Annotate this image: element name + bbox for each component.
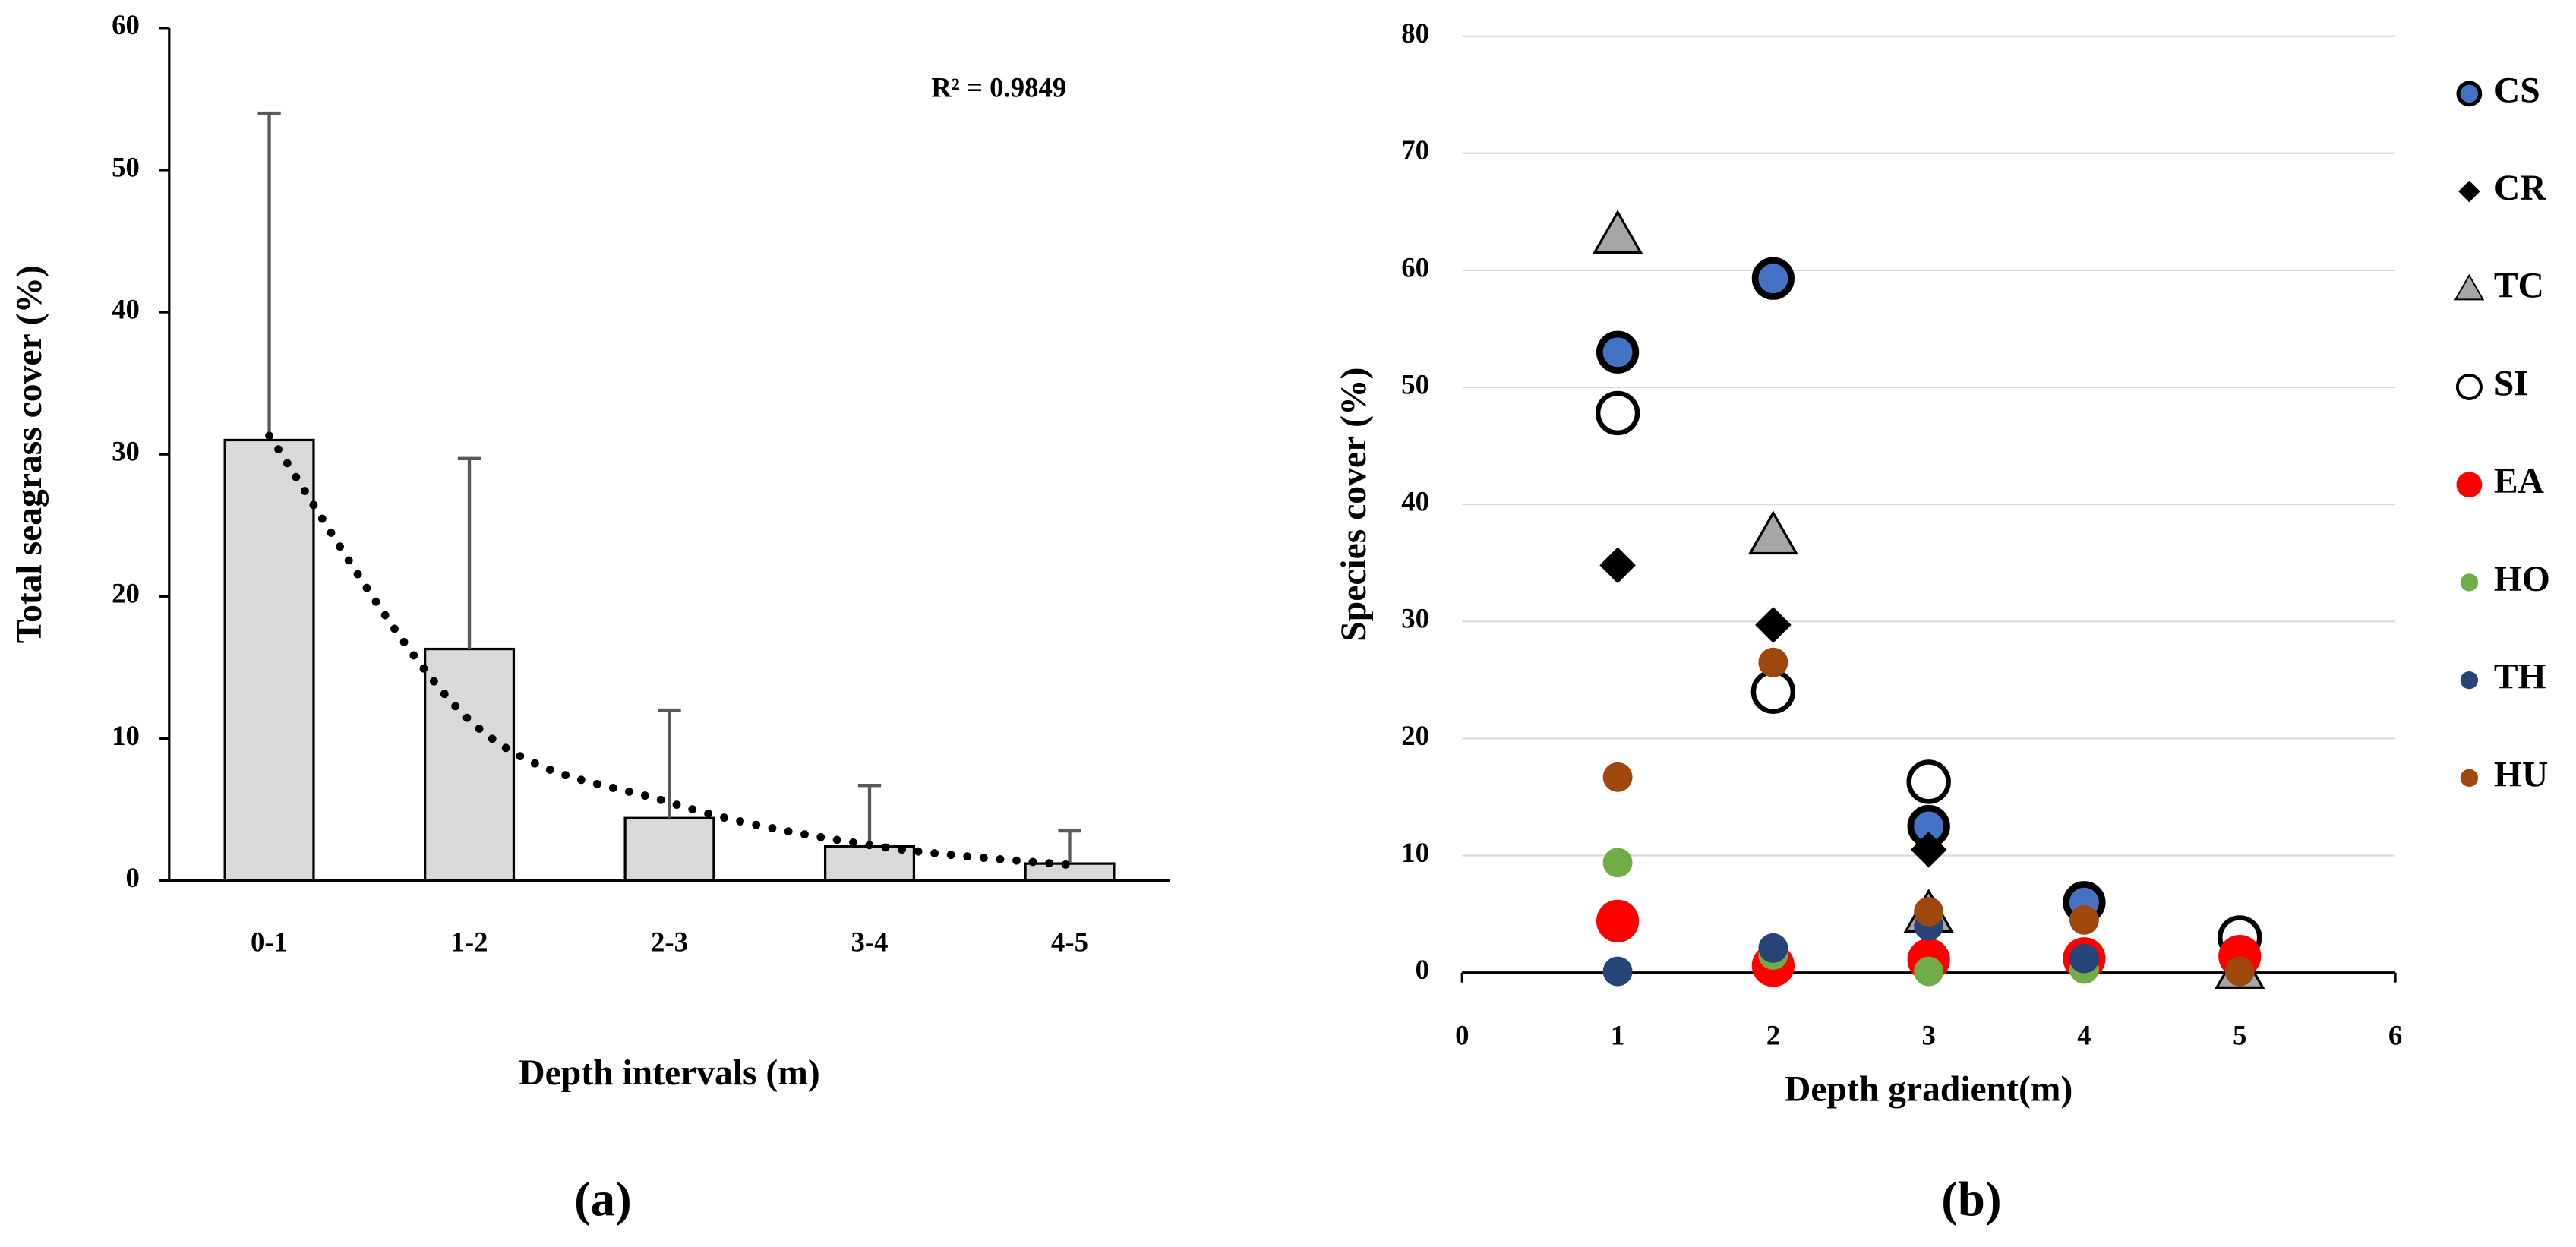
point xyxy=(1914,897,1944,927)
point xyxy=(1593,210,1643,254)
y-axis-title: Total seagrass cover (%) xyxy=(10,265,49,643)
legend-label: HU xyxy=(2494,755,2548,794)
x-tick-label: 3-4 xyxy=(851,926,889,957)
bar xyxy=(623,816,715,882)
y-tick-label: 10 xyxy=(112,720,140,751)
y-tick-label: 80 xyxy=(1401,17,1429,49)
r-squared: R² = 0.9849 xyxy=(931,71,1066,103)
error-bar xyxy=(658,708,681,819)
error-bar xyxy=(1058,829,1081,864)
x-tick-label: 0 xyxy=(1455,1020,1469,1051)
point xyxy=(1914,956,1944,987)
point xyxy=(1755,607,1792,643)
legend-label: TC xyxy=(2494,267,2544,306)
y-tick-label: 40 xyxy=(1401,486,1429,517)
legend-marker xyxy=(2456,472,2483,498)
point xyxy=(1750,669,1796,714)
x-tick-label: 2 xyxy=(1766,1020,1780,1051)
y-tick-label: 30 xyxy=(112,436,140,467)
point xyxy=(1602,848,1633,878)
legend-label: TH xyxy=(2494,658,2546,697)
legend-label: CR xyxy=(2494,169,2546,208)
y-tick-label: 60 xyxy=(112,9,140,40)
legend-marker xyxy=(2456,81,2483,107)
legend-label: CS xyxy=(2494,71,2540,110)
x-tick-label: 6 xyxy=(2388,1020,2402,1051)
x-tick-label: 0-1 xyxy=(251,926,288,957)
legend-label: HO xyxy=(2494,560,2550,599)
caption: (a) xyxy=(574,1173,632,1227)
error-bar xyxy=(257,111,281,440)
legend-marker xyxy=(2458,180,2480,203)
y-tick-label: 50 xyxy=(112,151,140,182)
bar xyxy=(424,647,516,882)
point xyxy=(1602,762,1633,792)
x-tick-label: 2-3 xyxy=(651,926,688,957)
point xyxy=(1595,390,1640,436)
point xyxy=(1599,547,1636,584)
legend-marker xyxy=(2460,573,2479,592)
legend-marker xyxy=(2460,769,2479,788)
x-tick-label: 4-5 xyxy=(1051,926,1088,957)
point xyxy=(1758,933,1788,963)
point xyxy=(1596,330,1640,374)
x-tick-label: 1 xyxy=(1611,1020,1624,1051)
point xyxy=(2224,956,2255,987)
error-bar xyxy=(857,784,882,847)
x-tick-label: 5 xyxy=(2233,1020,2246,1051)
legend-marker xyxy=(2454,273,2485,301)
legend-marker xyxy=(2460,671,2479,690)
point xyxy=(1906,759,1951,804)
y-tick-label: 20 xyxy=(112,578,140,609)
point xyxy=(1596,899,1640,942)
y-tick-label: 70 xyxy=(1401,134,1429,166)
point xyxy=(1751,257,1795,300)
caption: (b) xyxy=(1941,1173,2001,1227)
y-tick-label: 0 xyxy=(125,862,139,893)
point xyxy=(1747,510,1798,555)
y-tick-label: 60 xyxy=(1401,251,1429,283)
y-tick-label: 40 xyxy=(112,293,140,324)
point xyxy=(1758,647,1788,677)
legend-marker xyxy=(2455,373,2483,401)
point xyxy=(1602,956,1633,987)
point xyxy=(2069,904,2099,935)
y-tick-label: 50 xyxy=(1401,368,1429,399)
x-axis-title: Depth intervals (m) xyxy=(519,1053,819,1093)
y-axis-title: Species cover (%) xyxy=(1334,368,1374,642)
legend-label: EA xyxy=(2494,462,2545,501)
trendline xyxy=(265,431,1074,870)
y-tick-label: 30 xyxy=(1401,603,1429,634)
legend-label: SI xyxy=(2494,364,2528,403)
y-tick-label: 20 xyxy=(1401,720,1429,751)
point xyxy=(2069,943,2099,974)
x-tick-label: 1-2 xyxy=(451,926,488,957)
x-tick-label: 4 xyxy=(2077,1020,2091,1051)
x-axis-title: Depth gradient(m) xyxy=(1785,1070,2072,1110)
x-tick-label: 3 xyxy=(1921,1020,1935,1051)
point xyxy=(1910,832,1947,868)
y-tick-label: 10 xyxy=(1401,837,1429,868)
bar xyxy=(223,438,315,882)
y-tick-label: 0 xyxy=(1416,954,1429,985)
bar xyxy=(1024,862,1116,882)
error-bar xyxy=(457,456,481,649)
